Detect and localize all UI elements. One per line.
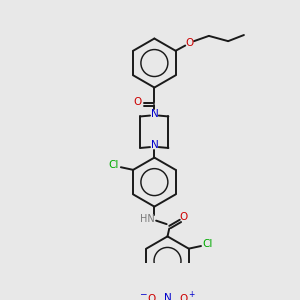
Text: N: N [164,293,171,300]
Text: N: N [151,140,158,150]
Text: O: O [134,98,142,107]
Text: N: N [151,109,158,119]
Text: −: − [139,290,147,299]
Text: HN: HN [140,214,155,224]
Text: O: O [179,294,188,300]
Text: O: O [148,294,156,300]
Text: +: + [188,290,194,299]
Text: O: O [185,38,194,48]
Text: O: O [179,212,188,222]
Text: Cl: Cl [203,239,213,249]
Text: Cl: Cl [109,160,119,170]
